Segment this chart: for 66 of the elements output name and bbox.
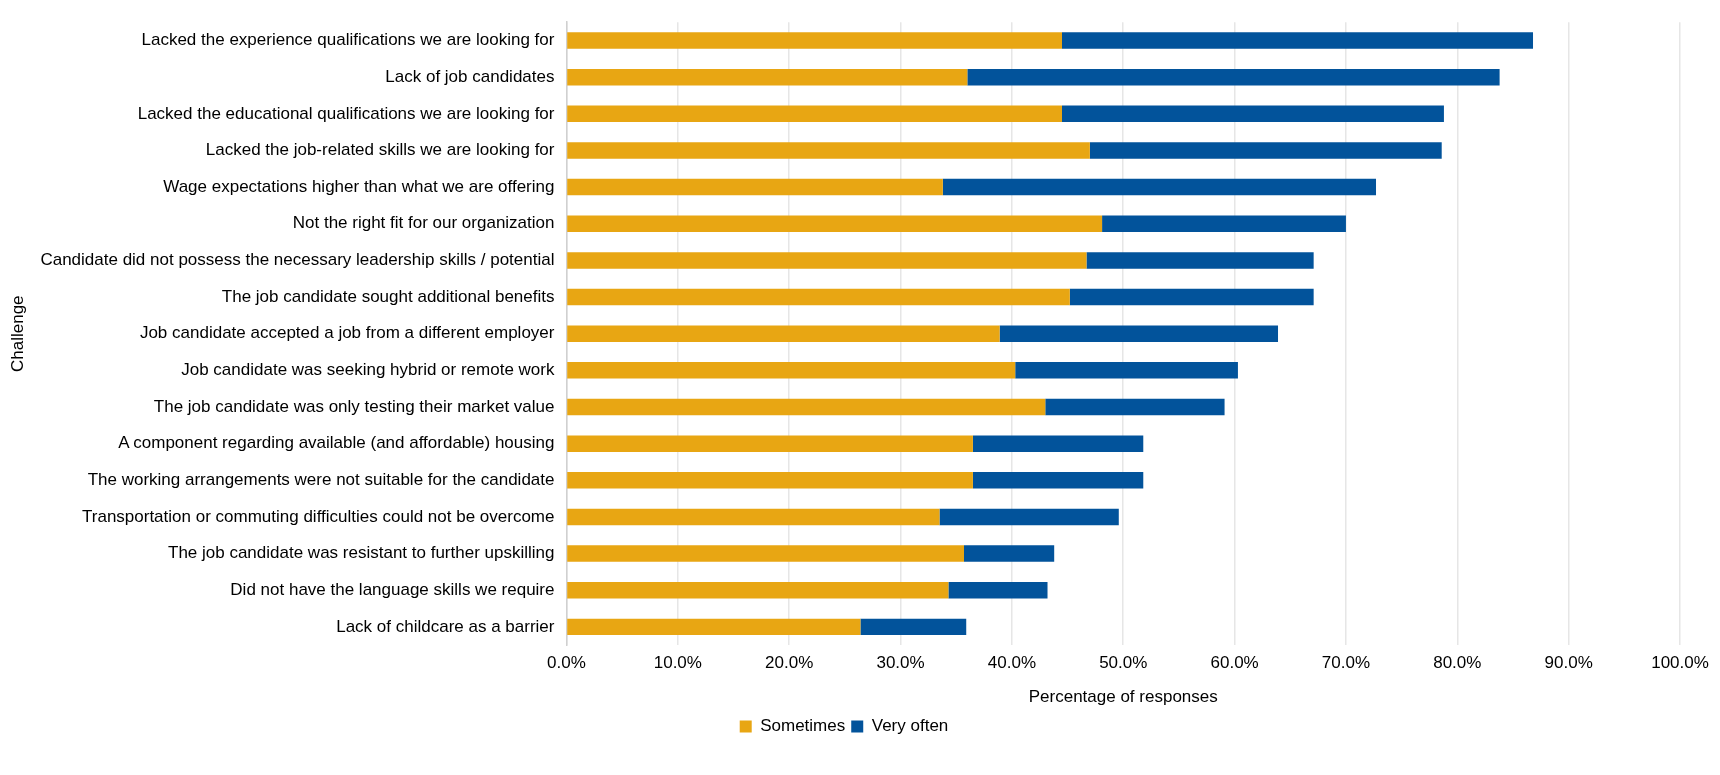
x-tick-label: 40.0% [987, 653, 1036, 673]
x-tick-label: 20.0% [765, 653, 814, 673]
bar [567, 362, 1016, 379]
x-tick-label: 70.0% [1321, 653, 1371, 673]
bar [1015, 362, 1238, 379]
bar [567, 32, 1062, 49]
y-tick-label: Candidate did not possess the necessary leadership skills / potential [40, 250, 555, 270]
y-tick-label: A component regarding available (and affordable) housing [118, 433, 555, 453]
bar [567, 398, 1046, 416]
y-tick-label: The job candidate was resistant to further upskilling [167, 543, 555, 563]
x-tick-label: 10.0% [653, 653, 702, 673]
bar [1061, 105, 1444, 123]
y-tick-label: The job candidate sought additional benefits [221, 286, 555, 306]
bar [967, 68, 1500, 86]
bar [1061, 32, 1534, 49]
x-tick-label: 30.0% [876, 653, 925, 673]
bar [567, 435, 973, 452]
y-tick-label: Lacked the experience qualifications we are looking for [141, 30, 555, 50]
legend-label: Very often [871, 716, 949, 736]
bar [567, 215, 1103, 232]
y-tick-label: Lacked the educational qualifications we are looking for [137, 103, 555, 123]
bar [972, 435, 1144, 452]
bar [567, 545, 964, 562]
bar [567, 142, 1090, 159]
y-tick-label: Did not have the language skills we require [230, 579, 555, 599]
bar [567, 472, 973, 489]
y-tick-label: The working arrangements were not suitable for the candidate [87, 469, 555, 489]
bar [939, 508, 1119, 526]
legend-label: Sometimes [760, 716, 846, 736]
bar [948, 581, 1048, 599]
y-tick-label: Lacked the job-related skills we are looking for [205, 140, 555, 160]
x-tick-label: 0.0% [547, 653, 586, 673]
x-tick-label: 60.0% [1210, 653, 1259, 673]
bar [567, 618, 861, 636]
y-tick-label: Job candidate was seeking hybrid or remote work [181, 360, 555, 380]
bar [567, 252, 1087, 269]
y-tick-label: Lack of childcare as a barrier [336, 616, 555, 636]
bar [567, 178, 943, 196]
y-tick-label: Lack of job candidates [385, 66, 555, 86]
x-tick-label: 100.0% [1651, 653, 1709, 673]
bar [1089, 142, 1442, 159]
bar [1086, 252, 1314, 269]
bar [1102, 215, 1346, 232]
y-tick-label: Wage expectations higher than what we are offering [163, 176, 555, 196]
y-tick-label: Transportation or commuting difficulties could not be overcome [82, 506, 555, 526]
y-tick-label: Job candidate accepted a job from a different employer [139, 323, 555, 343]
x-tick-label: 90.0% [1544, 653, 1593, 673]
bar [942, 178, 1377, 196]
bar [1069, 288, 1314, 306]
y-tick-label: The job candidate was only testing their market value [153, 396, 555, 416]
x-tick-label: 80.0% [1433, 653, 1482, 673]
x-tick-label: 50.0% [1099, 653, 1148, 673]
bar [567, 581, 949, 599]
bar [567, 508, 940, 526]
bar [567, 325, 1000, 342]
y-axis-title: Challenge [7, 295, 27, 372]
bar [567, 105, 1062, 123]
x-axis-title: Percentage of responses [1028, 687, 1218, 707]
y-tick-label: Not the right fit for our organization [292, 213, 555, 233]
bar [972, 472, 1144, 489]
bar [567, 68, 968, 86]
bar [567, 288, 1070, 306]
bar [999, 325, 1279, 342]
bar [860, 618, 967, 636]
bar [964, 545, 1055, 562]
bar [1045, 398, 1225, 416]
